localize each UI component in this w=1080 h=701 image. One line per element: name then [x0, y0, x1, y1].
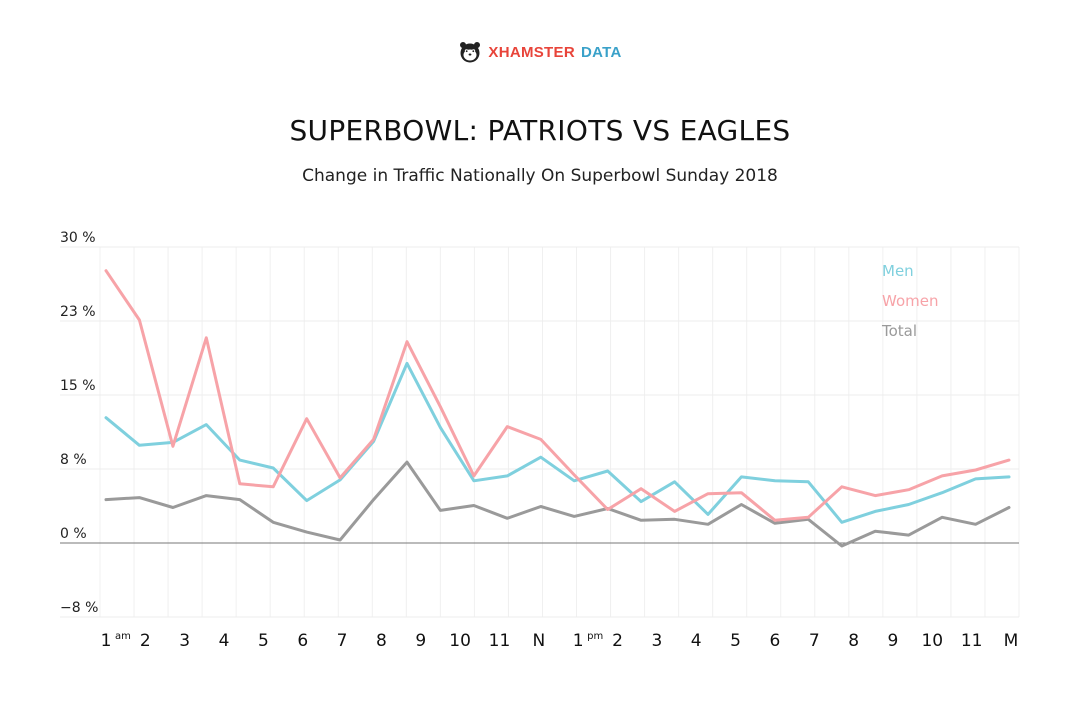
y-tick-label: 23 %	[60, 304, 96, 320]
brand-name-secondary: DATA	[580, 43, 622, 61]
x-tick-label: 2	[612, 631, 623, 651]
x-tick-label: 4	[691, 631, 702, 651]
x-tick-label: 2	[140, 631, 151, 651]
x-tick-label: 6	[769, 631, 780, 651]
x-tick-label: 9	[415, 631, 426, 651]
y-tick-label: 15 %	[60, 378, 96, 394]
x-tick-label: 9	[888, 631, 899, 651]
x-tick-label: 8	[376, 631, 387, 651]
x-tick-label: 7	[337, 631, 348, 651]
x-tick-label: 3	[651, 631, 662, 651]
legend-item-men: Men	[882, 262, 914, 280]
x-tick-label: 7	[809, 631, 820, 651]
hamster-icon	[460, 42, 481, 63]
x-tick-label: 3	[179, 631, 190, 651]
y-tick-label: 30 %	[60, 230, 96, 246]
x-tick-label: 1	[101, 631, 112, 651]
brand-name-primary: XHAMSTER	[488, 43, 575, 61]
legend-item-total: Total	[881, 322, 917, 340]
x-tick-label: N	[532, 631, 545, 651]
chart-title: SUPERBOWL: PATRIOTS VS EAGLES	[289, 114, 791, 147]
legend-item-women: Women	[882, 292, 938, 310]
x-tick-label: 11	[489, 631, 511, 651]
x-tick-label: 11	[961, 631, 983, 651]
chart-subtitle: Change in Traffic Nationally On Superbow…	[302, 166, 778, 186]
x-tick-label: 1	[573, 631, 584, 651]
y-tick-label: −8 %	[60, 600, 98, 616]
y-tick-label: 0 %	[60, 526, 87, 542]
series-line-women	[104, 269, 1011, 522]
x-tick-label: 5	[730, 631, 741, 651]
brand-header: XHAMSTER DATA	[0, 40, 1080, 68]
series-line-men	[104, 361, 1011, 524]
x-tick-label: 8	[848, 631, 859, 651]
series-line-total	[104, 460, 1011, 548]
x-tick-superscript: am	[115, 631, 131, 642]
x-tick-label: 4	[219, 631, 230, 651]
y-tick-label: 8 %	[60, 452, 87, 468]
x-tick-label: 10	[449, 631, 471, 651]
x-tick-label: 5	[258, 631, 269, 651]
x-tick-label: M	[1004, 631, 1019, 651]
x-tick-label: 6	[297, 631, 308, 651]
x-tick-superscript: pm	[587, 631, 603, 642]
x-tick-label: 10	[921, 631, 943, 651]
